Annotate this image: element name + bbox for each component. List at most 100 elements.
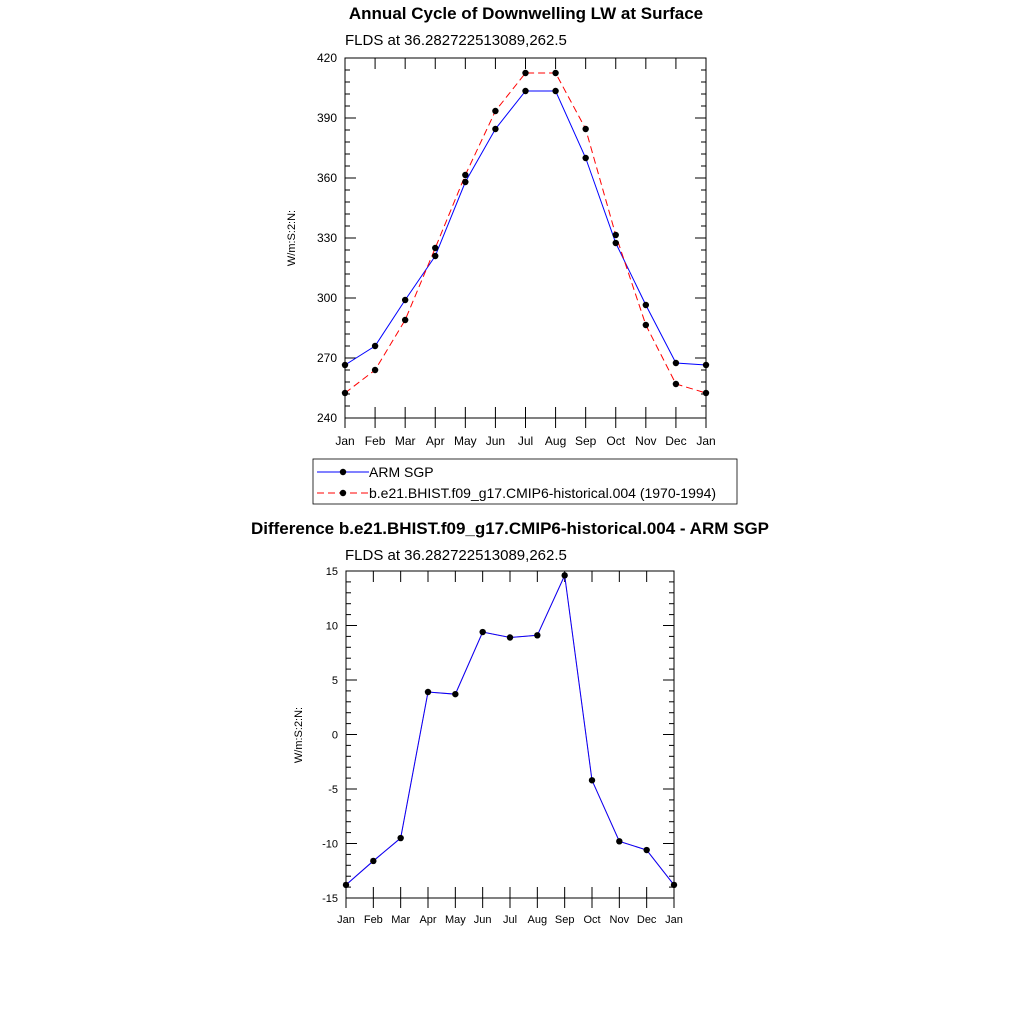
- x-tick-label: Feb: [364, 914, 383, 926]
- data-point: [401, 296, 409, 304]
- x-tick-label: Jul: [503, 914, 517, 926]
- x-tick-label: Dec: [665, 434, 686, 448]
- data-point: [462, 178, 469, 186]
- data-point: [642, 301, 650, 309]
- x-tick-label: Jan: [696, 434, 715, 448]
- difference-chart: Difference b.e21.BHIST.f09_g17.CMIP6-his…: [251, 519, 769, 926]
- axes-group: Jan Feb Mar Apr May Jun Jul Aug Sep Oct Nov Dec Jan 2…: [317, 51, 716, 448]
- x-tick-label: Aug: [545, 434, 566, 448]
- data-point: [612, 239, 619, 247]
- y-tick-label: -10: [322, 839, 338, 851]
- x-tick-label: Oct: [583, 914, 600, 926]
- series-line-1: [344, 72, 707, 394]
- y-tick-label: 420: [317, 51, 337, 65]
- data-point: [432, 244, 439, 252]
- data-point: [424, 688, 432, 696]
- data-point: [582, 154, 589, 162]
- x-tick-label: Dec: [637, 914, 657, 926]
- x-tick-label: Oct: [606, 434, 625, 448]
- data-point: [582, 125, 589, 133]
- data-point: [479, 628, 486, 636]
- x-tick-label: Sep: [555, 914, 575, 926]
- data-point: [452, 690, 459, 698]
- plot-frame: [345, 570, 675, 899]
- data-point: [561, 572, 568, 579]
- x-tick-label: Jan: [335, 434, 354, 448]
- data-point: [342, 881, 350, 889]
- x-tick-label: Apr: [419, 914, 436, 926]
- x-tick-label: Jul: [518, 434, 533, 448]
- annual-cycle-chart: Annual Cycle of Downwelling LW at Surfac…: [286, 4, 716, 448]
- data-point: [702, 361, 710, 369]
- x-tick-label: Feb: [365, 434, 386, 448]
- y-tick-label: 10: [326, 621, 338, 633]
- data-point: [522, 69, 529, 77]
- data-point: [643, 846, 650, 854]
- data-point: [397, 834, 404, 842]
- data-point: [670, 881, 678, 889]
- y-tick-label: 330: [317, 231, 337, 245]
- legend-label-model: b.e21.BHIST.f09_g17.CMIP6-historical.004…: [369, 485, 716, 501]
- x-tick-label: Jun: [474, 914, 492, 926]
- y-axis-label: W/m:S:2:N:: [286, 210, 298, 266]
- series-lines: [345, 573, 675, 886]
- y-axis-label: W/m:S:2:N:: [293, 707, 305, 763]
- series-markers: [342, 572, 678, 889]
- data-point: [672, 359, 680, 367]
- data-point: [534, 632, 541, 639]
- chart-subtitle: FLDS at 36.282722513089,262.5: [345, 547, 567, 564]
- data-point: [371, 366, 379, 374]
- y-tick-label: 5: [332, 675, 338, 687]
- y-tick-label: 360: [317, 171, 337, 185]
- y-tick-label: 390: [317, 111, 337, 125]
- chart-title: Annual Cycle of Downwelling LW at Surfac…: [349, 4, 703, 23]
- data-point: [522, 87, 529, 95]
- data-point: [492, 107, 499, 115]
- chart-subtitle: FLDS at 36.282722513089,262.5: [345, 32, 567, 49]
- data-point: [341, 389, 349, 397]
- data-point: [370, 857, 377, 865]
- legend-marker-arm-sgp: [339, 468, 347, 476]
- legend: ARM SGP b.e21.BHIST.f09_g17.CMIP6-histor…: [312, 458, 738, 505]
- series-line-0: [345, 573, 675, 886]
- x-tick-label: Jan: [337, 914, 355, 926]
- y-tick-label: -5: [328, 784, 338, 796]
- y-tick-label: -15: [322, 893, 338, 905]
- data-point: [341, 361, 349, 369]
- y-tick-label: 270: [317, 351, 337, 365]
- data-point: [616, 838, 623, 845]
- chart-title: Difference b.e21.BHIST.f09_g17.CMIP6-his…: [251, 519, 769, 538]
- data-point: [462, 171, 469, 179]
- axes-group: Jan Feb Mar Apr May Jun Jul Aug Sep Oct Nov Dec Jan -…: [322, 566, 683, 926]
- series-line-0: [344, 90, 707, 366]
- data-point: [432, 252, 439, 260]
- data-point: [506, 634, 514, 641]
- x-tick-label: May: [445, 914, 466, 926]
- x-tick-label: Nov: [635, 434, 656, 448]
- x-tick-label: Aug: [528, 914, 548, 926]
- data-point: [612, 231, 619, 239]
- y-tick-label: 240: [317, 411, 337, 425]
- x-tick-label: Apr: [426, 434, 445, 448]
- data-point: [672, 380, 680, 388]
- y-tick-label: 15: [326, 566, 338, 578]
- x-tick-label: Jan: [665, 914, 683, 926]
- data-point: [401, 316, 409, 324]
- x-tick-label: Nov: [610, 914, 630, 926]
- x-tick-label: Jun: [486, 434, 505, 448]
- data-point: [371, 342, 379, 350]
- y-tick-label: 300: [317, 291, 337, 305]
- data-point: [642, 321, 650, 329]
- series-line-shadow: [345, 573, 675, 886]
- y-tick-label: 0: [332, 730, 338, 742]
- data-point: [492, 125, 499, 133]
- x-tick-label: Mar: [395, 434, 416, 448]
- x-tick-label: Mar: [391, 914, 410, 926]
- data-point: [552, 87, 559, 95]
- legend-label-arm-sgp: ARM SGP: [369, 464, 434, 480]
- data-point: [588, 777, 596, 784]
- legend-marker-model: [339, 489, 347, 497]
- series-lines: [344, 72, 707, 394]
- plot-frame: [344, 57, 707, 419]
